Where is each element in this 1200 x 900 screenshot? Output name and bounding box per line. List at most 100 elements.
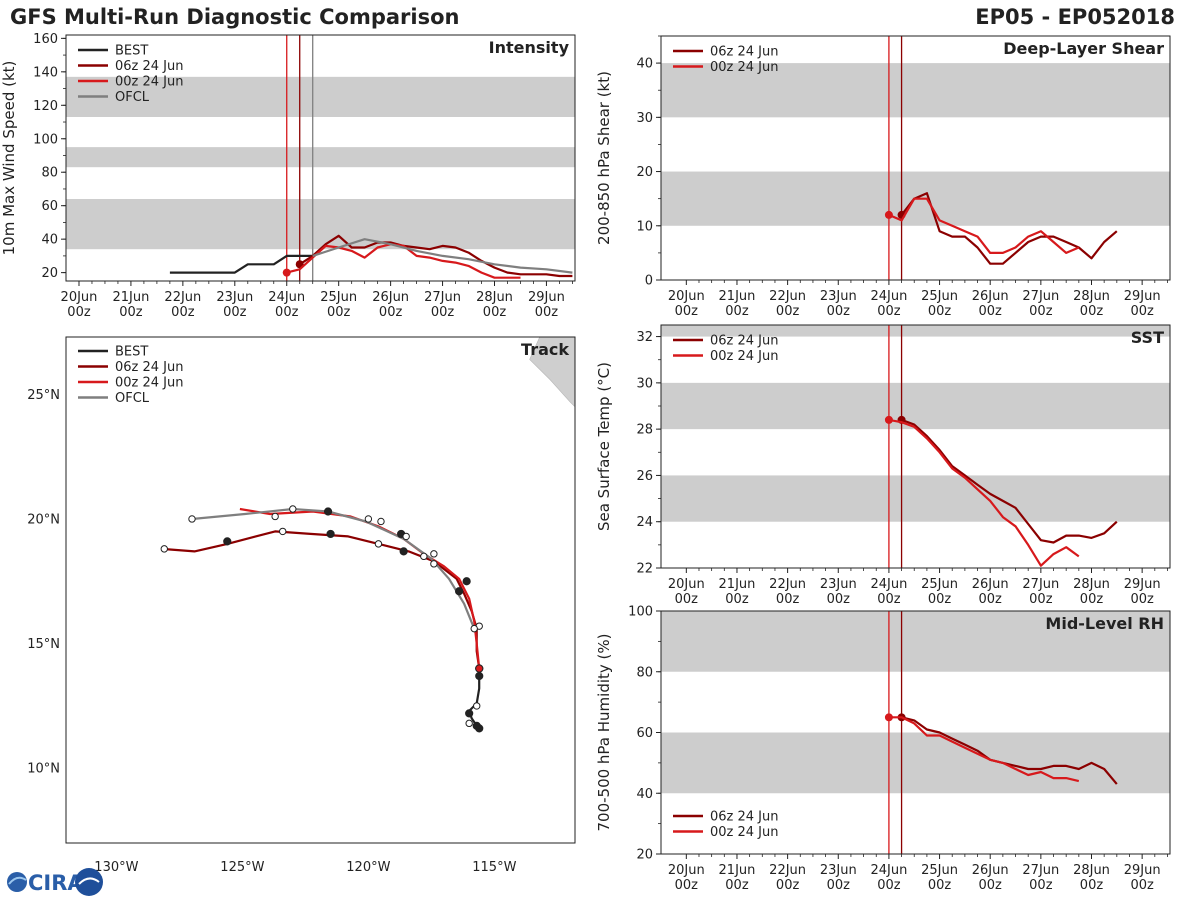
rh-ytick-label: 20 xyxy=(636,848,653,863)
track-marker-best xyxy=(465,719,473,728)
track-marker-best xyxy=(473,702,481,710)
rh-xtick-day: 25Jun xyxy=(921,863,958,878)
sst-xtick-day: 26Jun xyxy=(972,577,1009,592)
shear-ytick-label: 10 xyxy=(636,219,653,234)
sst-xtick-hour: 00z xyxy=(1080,592,1104,607)
track-marker-06z xyxy=(160,545,168,553)
intensity-series-best xyxy=(169,254,313,274)
shear-ytick-label: 30 xyxy=(636,111,653,126)
shear-xtick-hour: 00z xyxy=(776,304,800,319)
shear-xtick-day: 24Jun xyxy=(870,289,907,304)
track-marker-ofcl xyxy=(470,624,478,633)
track-marker-06z xyxy=(223,537,232,546)
intensity-ylabel: 10m Max Wind Speed (kt) xyxy=(0,61,18,256)
intensity-xtick-hour: 00z xyxy=(379,305,403,320)
track-marker-best xyxy=(472,721,481,730)
sst-xtick-day: 20Jun xyxy=(668,577,705,592)
sst-xtick-hour: 00z xyxy=(979,592,1003,607)
intensity-ytick-label: 160 xyxy=(33,32,58,47)
rh-xtick-hour: 00z xyxy=(979,878,1003,893)
sst-xtick-day: 23Jun xyxy=(820,577,857,592)
track-marker-00z xyxy=(430,550,438,558)
shear-frame xyxy=(660,35,1171,281)
sst-panel-title: SST xyxy=(1131,328,1164,347)
shear-xtick-day: 29Jun xyxy=(1124,289,1161,304)
legend-label-06z: 06z 24 Jun xyxy=(115,360,184,375)
rh-band-0 xyxy=(661,732,1170,794)
track-panel-title: Track xyxy=(521,340,569,359)
sst-xtick-day: 29Jun xyxy=(1124,577,1161,592)
sst-xtick-hour: 00z xyxy=(776,592,800,607)
intensity-xtick-day: 20Jun xyxy=(61,290,98,305)
intensity-xtick-hour: 00z xyxy=(171,305,195,320)
sst-xtick-day: 28Jun xyxy=(1073,577,1110,592)
sst-ytick-label: 28 xyxy=(636,423,653,438)
shear-xtick-day: 23Jun xyxy=(820,289,857,304)
track-ytick-label: 25°N xyxy=(27,388,60,403)
rh-marker-00z xyxy=(884,713,893,722)
intensity-xtick-day: 25Jun xyxy=(320,290,357,305)
figure-title: GFS Multi-Run Diagnostic Comparison xyxy=(10,5,459,29)
rh-xtick-hour: 00z xyxy=(1130,878,1154,893)
legend-label-best: BEST xyxy=(115,44,148,59)
intensity-xtick-hour: 00z xyxy=(431,305,455,320)
sst-ytick-label: 30 xyxy=(636,376,653,391)
legend-label-00z: 00z 24 Jun xyxy=(115,376,184,391)
track-line-00z xyxy=(239,507,481,669)
rh-xtick-hour: 00z xyxy=(725,878,749,893)
intensity-xtick-hour: 00z xyxy=(275,305,299,320)
intensity-series-06z xyxy=(299,234,573,278)
legend-label-00z: 00z 24 Jun xyxy=(710,349,779,364)
rh-xtick-day: 28Jun xyxy=(1073,863,1110,878)
rh-xtick-day: 26Jun xyxy=(972,863,1009,878)
sst-ytick-label: 26 xyxy=(636,469,653,484)
intensity-marker-00z xyxy=(282,268,291,277)
shear-xtick-hour: 00z xyxy=(675,304,699,319)
track-marker-06z xyxy=(279,527,287,536)
rh-xtick-hour: 00z xyxy=(675,878,699,893)
intensity-xtick-day: 28Jun xyxy=(476,290,513,305)
track-xtick-label: 120°W xyxy=(346,860,390,875)
intensity-ytick-label: 80 xyxy=(41,166,58,181)
shear-xtick-hour: 00z xyxy=(1080,304,1104,319)
shear-ytick-label: 0 xyxy=(645,274,653,289)
track-xtick-label: 130°W xyxy=(94,860,138,875)
rh-xtick-hour: 00z xyxy=(827,878,851,893)
legend-label-06z: 06z 24 Jun xyxy=(710,810,779,825)
shear-xtick-hour: 00z xyxy=(1130,304,1154,319)
intensity-xtick-hour: 00z xyxy=(327,305,351,320)
legend-label-06z: 06z 24 Jun xyxy=(710,45,779,60)
legend-label-ofcl: OFCL xyxy=(115,391,150,406)
legend-label-ofcl: OFCL xyxy=(115,90,150,105)
intensity-frame xyxy=(65,34,576,282)
track-xtick-label: 125°W xyxy=(220,860,264,875)
track-marker-00z xyxy=(475,664,484,673)
shear-xtick-day: 21Jun xyxy=(719,289,756,304)
intensity-ytick-label: 140 xyxy=(33,65,58,80)
intensity-panel-title: Intensity xyxy=(489,38,570,57)
rh-xtick-hour: 00z xyxy=(776,878,800,893)
rh-xtick-day: 20Jun xyxy=(668,863,705,878)
sst-series-00z xyxy=(888,418,1080,567)
rh-xtick-hour: 00z xyxy=(928,878,952,893)
track-marker-06z xyxy=(374,540,383,548)
intensity-ytick-label: 40 xyxy=(41,233,58,248)
intensity-panel: 2040608010012014016020Jun00z21Jun00z22Ju… xyxy=(0,32,576,320)
cira-logo: CIRA xyxy=(7,868,103,896)
rh-ytick-label: 80 xyxy=(636,665,653,680)
intensity-series-ofcl xyxy=(312,238,573,274)
rh-xtick-day: 29Jun xyxy=(1124,863,1161,878)
rh-xtick-day: 23Jun xyxy=(820,863,857,878)
storm-id: EP05 - EP052018 xyxy=(975,5,1175,29)
rh-ytick-label: 40 xyxy=(636,787,653,802)
rh-ytick-label: 60 xyxy=(636,726,653,741)
shear-series-06z xyxy=(900,192,1118,265)
sst-xtick-day: 25Jun xyxy=(921,577,958,592)
cira-swoosh-icon xyxy=(8,876,27,885)
sst-xtick-hour: 00z xyxy=(675,592,699,607)
intensity-ytick-label: 20 xyxy=(41,266,58,281)
shear-xtick-day: 22Jun xyxy=(769,289,806,304)
rh-band-1 xyxy=(661,611,1170,672)
track-marker-00z xyxy=(377,517,385,526)
